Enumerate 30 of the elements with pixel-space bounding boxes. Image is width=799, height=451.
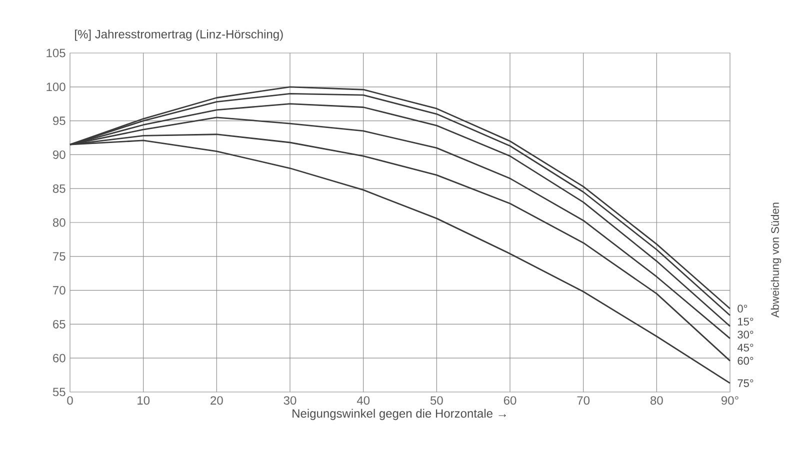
x-tick-label: 40: [356, 396, 370, 405]
y-tick-label: 105: [46, 48, 66, 58]
series-label: 15°: [738, 318, 754, 326]
series-label: 0°: [738, 304, 748, 312]
y-tick-label: 85: [52, 184, 66, 193]
x-tick-label: 10: [138, 396, 150, 405]
series-label: 45°: [737, 344, 754, 352]
y-tick-label: 100: [46, 82, 66, 92]
y-tick-label: 60: [53, 354, 66, 362]
x-axis-title: Neigungswinkel gegen die Horzontale →: [292, 408, 506, 420]
y-tick-label: 75: [53, 252, 66, 261]
x-tick-label: 30: [284, 396, 296, 405]
x-tick-label: 50: [430, 396, 443, 405]
x-tick-label: 70: [577, 396, 590, 405]
x-tick-label: 0: [67, 396, 73, 405]
series-label: 60°: [738, 356, 754, 365]
y-tick-label: 55: [52, 388, 66, 396]
series-label: 30°: [738, 330, 754, 338]
y-tick-label: 95: [53, 116, 66, 126]
y-tick-label: 80: [52, 218, 66, 227]
legend-title: Abweichung von Süden: [770, 202, 782, 318]
y-tick-label: 90: [53, 150, 66, 159]
y-tick-label: 70: [53, 286, 66, 295]
y-tick-label: 65: [53, 320, 66, 328]
series-label: 75°: [738, 379, 754, 388]
x-tick-label: 80: [650, 396, 663, 405]
x-tick-label: 90°: [721, 396, 738, 405]
chart-title: [%] Jahresstromertrag (Linz-Hörsching): [75, 30, 283, 41]
x-tick-label: 20: [210, 396, 223, 405]
x-tick-label: 60: [504, 396, 516, 405]
